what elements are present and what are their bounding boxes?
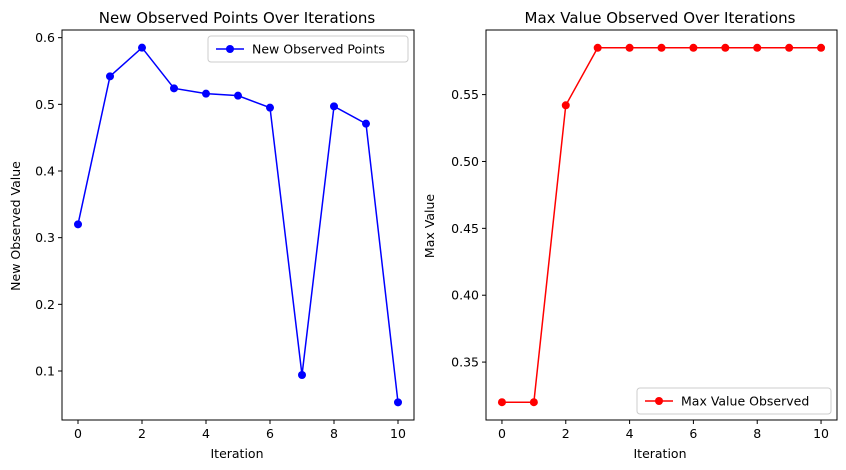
data-point (202, 89, 210, 98)
y-tick-label: 0.5 (35, 97, 55, 112)
x-tick-label: 6 (266, 426, 274, 441)
x-tick-label: 10 (813, 426, 829, 441)
data-point (753, 43, 762, 52)
data-point (529, 398, 538, 407)
y-tick-label: 0.2 (35, 297, 55, 312)
x-tick-label: 2 (562, 426, 570, 441)
y-tick-label: 0.6 (35, 30, 55, 45)
data-point (593, 43, 602, 52)
data-point (689, 43, 698, 52)
tick-layer: 0 2 4 6 8 10 0.35 0.40 0.45 0.50 0.55 (451, 87, 829, 441)
x-tick-label: 6 (689, 426, 697, 441)
data-point (170, 84, 178, 93)
y-axis-label: Max Value (422, 194, 437, 258)
data-point (497, 398, 506, 407)
y-tick-label: 0.35 (451, 355, 479, 370)
data-point (394, 398, 402, 407)
data-point (721, 43, 730, 52)
data-point (561, 101, 570, 110)
x-tick-label: 4 (626, 426, 634, 441)
data-point (74, 220, 82, 229)
series-line (501, 47, 822, 403)
data-point (625, 43, 634, 52)
data-point (817, 43, 826, 52)
chart-new-observed-points: New Observed Points Over Iterations Iter… (8, 9, 415, 461)
data-point (298, 371, 306, 379)
legend-label: New Observed Points (252, 42, 385, 57)
tick-layer: 0 2 4 6 8 10 0.1 0.2 0.3 0.4 0.5 0.6 (35, 30, 406, 441)
legend-marker (226, 45, 234, 53)
x-tick-label: 8 (753, 426, 761, 441)
y-tick-label: 0.55 (451, 87, 479, 102)
data-point (330, 102, 338, 111)
marks-layer (74, 43, 402, 407)
y-tick-label: 0.3 (35, 230, 55, 245)
y-tick-label: 0.4 (35, 164, 55, 179)
marks-layer (497, 43, 826, 407)
legend-box (207, 35, 409, 63)
data-point (138, 43, 146, 52)
y-tick-label: 0.40 (451, 288, 479, 303)
x-tick-label: 0 (498, 426, 506, 441)
x-tick-label: 10 (390, 426, 406, 441)
plot-frame (61, 29, 415, 421)
legend: Max Value Observed (636, 387, 832, 415)
x-tick-label: 2 (138, 426, 146, 441)
chart-title: New Observed Points Over Iterations (99, 9, 376, 27)
legend-marker (655, 397, 663, 405)
data-point (785, 43, 794, 52)
data-point (234, 91, 242, 100)
y-tick-label: 0.1 (35, 364, 55, 379)
data-point (657, 43, 666, 52)
data-point (106, 72, 114, 81)
y-tick-label: 0.50 (451, 154, 479, 169)
chart-title: Max Value Observed Over Iterations (525, 9, 796, 27)
chart-max-value-observed: Max Value Observed Over Iterations Itera… (422, 9, 838, 461)
data-point (362, 119, 370, 128)
series-line (77, 46, 399, 403)
legend-label: Max Value Observed (681, 394, 809, 409)
x-axis-label: Iteration (633, 446, 686, 461)
y-tick-label: 0.45 (451, 221, 479, 236)
plot-frame (485, 29, 838, 421)
x-tick-label: 4 (202, 426, 210, 441)
data-point (266, 103, 274, 112)
legend-box (636, 387, 832, 415)
x-tick-label: 8 (330, 426, 338, 441)
y-axis-label: New Observed Value (8, 161, 23, 291)
x-tick-label: 0 (74, 426, 82, 441)
legend: New Observed Points (207, 35, 409, 63)
x-axis-label: Iteration (210, 446, 263, 461)
